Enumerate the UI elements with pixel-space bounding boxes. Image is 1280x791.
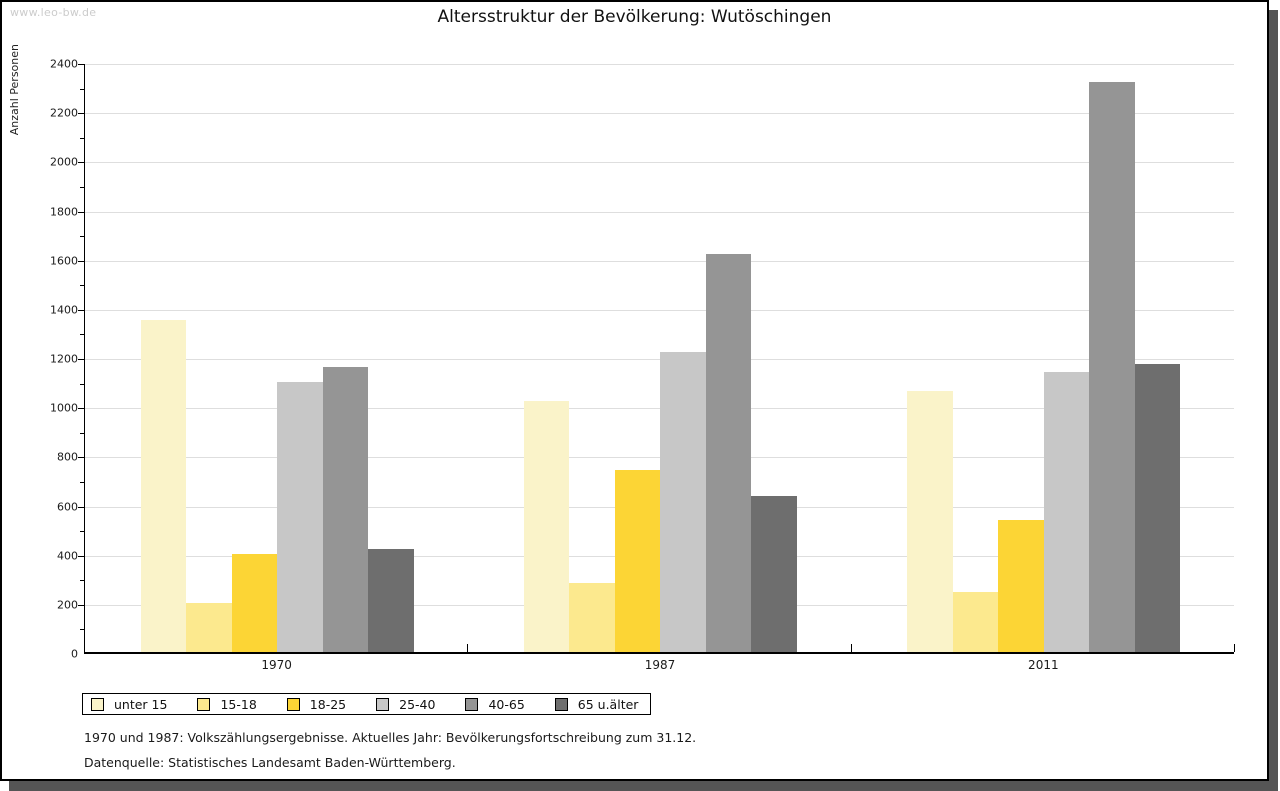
bar-2011-40-65 <box>1089 81 1135 652</box>
y-axis-tick-label: 2000 <box>50 155 78 169</box>
y-axis-tick-label: 1800 <box>50 205 78 218</box>
x-axis-category-label: 2011 <box>1028 658 1059 672</box>
bar-1987-65-u-lter <box>751 495 797 652</box>
y-axis-tick-label: 2200 <box>50 106 78 120</box>
plot-area: 1970 1987 2011 <box>78 64 1235 672</box>
y-axis-minor-tick <box>80 285 84 287</box>
bar-1987-18-25 <box>614 470 661 652</box>
bar-2011-65-u-lter <box>1134 364 1181 652</box>
y-axis-major-tick <box>78 64 84 65</box>
footer-note: 1970 und 1987: Volkszählungsergebnisse. … <box>84 730 697 745</box>
y-axis-minor-tick <box>80 432 84 434</box>
legend-item: 25-40 <box>376 697 435 712</box>
bar-2011-15-18 <box>952 591 999 652</box>
y-axis-tick-label: 1200 <box>50 352 78 366</box>
legend-item: 65 u.älter <box>554 696 639 712</box>
footer-source: Datenquelle: Statistisches Landesamt Bad… <box>84 755 456 770</box>
bar-1987-unter-15 <box>523 401 570 652</box>
legend-label: 15-18 <box>220 696 257 712</box>
gridline <box>85 113 1234 115</box>
y-axis-minor-tick <box>80 481 84 483</box>
gridline <box>85 359 1234 360</box>
x-axis-category-label: 1987 <box>644 658 676 672</box>
legend-label: unter 15 <box>114 696 168 712</box>
y-axis-tick-label: 400 <box>57 549 78 563</box>
legend-item: 15-18 <box>197 696 257 712</box>
bar-1970-18-25 <box>231 553 277 652</box>
y-axis-tick-label: 800 <box>57 450 78 464</box>
y-axis-major-tick <box>78 408 84 410</box>
y-axis-tick-label: 200 <box>57 598 78 612</box>
y-axis-minor-tick <box>80 383 84 385</box>
y-axis-major-tick <box>78 359 84 360</box>
bar-1970-65-u-lter <box>368 548 414 652</box>
y-axis-major-tick <box>78 457 84 459</box>
gridline <box>85 408 1234 410</box>
bar-1970-unter-15 <box>140 320 186 652</box>
bar-2011-25-40 <box>1043 371 1090 652</box>
y-axis-tick-labels: 0 200 400 600 800 1000 1200 1400 1600 1800 2000 220… <box>2 58 78 661</box>
y-axis-tick-label: 2400 <box>50 57 78 71</box>
bar-1987-25-40 <box>660 352 706 652</box>
x-axis-category-label: 1970 <box>261 658 292 672</box>
legend-swatch-icon <box>376 697 390 711</box>
y-axis-tick-label: 600 <box>57 500 78 513</box>
y-axis-minor-tick <box>80 88 84 90</box>
legend-swatch-icon <box>465 697 479 711</box>
gridline <box>85 211 1234 213</box>
y-axis-minor-tick <box>80 186 84 188</box>
y-axis-major-tick <box>78 604 84 606</box>
y-axis-major-tick <box>78 506 84 508</box>
legend-item: 18-25 <box>286 696 347 712</box>
legend-label: 25-40 <box>399 696 436 712</box>
x-axis-tick <box>467 644 469 652</box>
legend-swatch-icon <box>91 697 104 711</box>
legend-swatch-icon <box>197 697 211 711</box>
legend: unter 15 15-18 18-25 25-40 40-65 65 u.älter <box>82 693 652 715</box>
y-axis-major-tick <box>78 309 84 311</box>
y-axis-minor-tick <box>80 236 84 238</box>
gridline <box>85 162 1234 164</box>
legend-label: 18-25 <box>309 696 347 712</box>
legend-label: 65 u.älter <box>577 696 639 712</box>
bar-1987-40-65 <box>705 253 752 652</box>
y-axis-minor-tick <box>80 629 84 631</box>
y-axis-major-tick <box>78 162 84 164</box>
legend-item: 40-65 <box>465 696 525 712</box>
y-axis-tick-label: 1000 <box>50 401 78 415</box>
bar-1987-15-18 <box>569 583 615 652</box>
y-axis-tick-label: 1400 <box>50 303 78 317</box>
y-axis-major-tick <box>78 211 84 213</box>
watermark-url: www.leo-bw.de <box>10 6 97 19</box>
legend-swatch-icon <box>286 697 300 711</box>
x-axis-tick <box>1234 644 1235 652</box>
y-axis-minor-tick <box>80 531 84 533</box>
legend-swatch-icon <box>554 697 568 711</box>
legend-label: 40-65 <box>488 696 525 712</box>
gridline <box>85 260 1234 262</box>
bar-1970-25-40 <box>277 381 323 652</box>
legend-item: unter 15 <box>91 697 167 712</box>
bar-2011-unter-15 <box>907 391 953 652</box>
y-axis-major-tick <box>78 113 84 115</box>
chart-title: Altersstruktur der Bevölkerung: Wutöschi… <box>437 7 832 27</box>
y-axis-major-tick <box>78 260 84 262</box>
bar-2011-18-25 <box>998 520 1044 652</box>
y-axis-minor-tick <box>80 137 84 139</box>
y-axis-tick-label: 0 <box>71 647 78 661</box>
y-axis-minor-tick <box>80 334 84 336</box>
gridline <box>85 309 1234 311</box>
bar-1970-15-18 <box>186 602 232 652</box>
gridline <box>85 457 1234 459</box>
x-axis-tick <box>850 644 852 652</box>
y-axis-tick-label: 1600 <box>50 254 78 268</box>
page-frame: www.leo-bw.de Altersstruktur der Bevölke… <box>0 0 1269 781</box>
gridline <box>85 64 1234 65</box>
y-axis-minor-tick <box>80 580 84 582</box>
y-axis-major-tick <box>78 555 84 557</box>
bar-1970-40-65 <box>322 366 368 652</box>
